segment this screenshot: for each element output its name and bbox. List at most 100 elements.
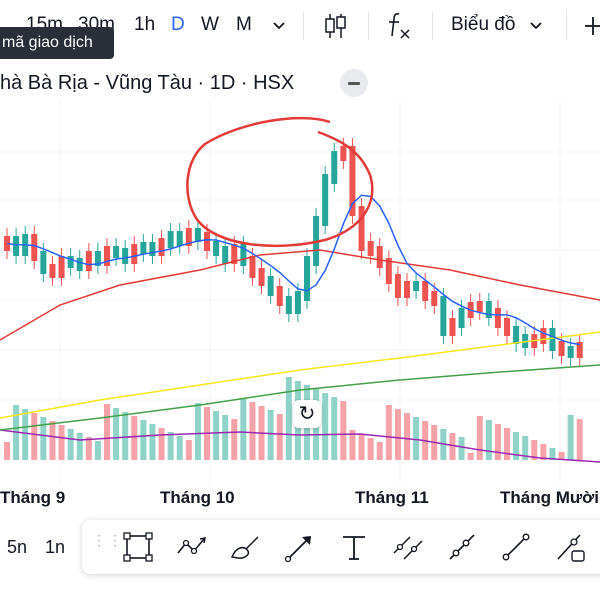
candle <box>222 246 229 264</box>
candle <box>49 264 56 278</box>
ray-icon[interactable] <box>444 529 480 565</box>
annotation-circle <box>186 116 374 248</box>
candle <box>476 301 483 312</box>
candle <box>385 258 392 284</box>
volume-bar <box>231 419 238 460</box>
volume-bar <box>558 452 565 460</box>
volume-bar <box>240 398 247 460</box>
volume-bar <box>331 397 338 460</box>
add-icon[interactable] <box>585 15 600 37</box>
candle <box>122 248 129 264</box>
candle <box>213 241 220 256</box>
ma-red-line <box>0 249 600 341</box>
candle <box>394 274 401 298</box>
candle <box>85 251 92 271</box>
interval-1n[interactable]: 1n <box>45 537 66 557</box>
candle <box>349 146 356 216</box>
candle <box>94 251 101 266</box>
arrow-tool-icon[interactable] <box>282 529 318 565</box>
volume-bar <box>76 433 83 460</box>
reset-icon[interactable]: ↻ <box>293 400 321 428</box>
volume-bar <box>149 424 156 460</box>
volume-bar <box>367 438 374 460</box>
indicators-fx-icon[interactable] <box>385 10 413 42</box>
candle <box>494 308 501 328</box>
candles-icon[interactable] <box>322 12 348 40</box>
candle <box>549 328 556 351</box>
candle <box>231 244 238 264</box>
candle <box>449 318 456 336</box>
divider <box>368 12 369 40</box>
divider <box>566 12 567 40</box>
parallel-channel-icon[interactable] <box>390 529 426 565</box>
chevron-down-icon[interactable] <box>271 20 287 32</box>
drag-handle[interactable]: ⋮⋮ <box>92 532 124 548</box>
candle <box>294 291 301 314</box>
timeframe-w[interactable]: W <box>201 14 219 35</box>
volume-bar <box>267 410 274 460</box>
symbol-title: hà Bà Rịa - Vũng Tàu · 1D · HSX <box>0 72 295 94</box>
volume-bar <box>504 428 510 460</box>
candle <box>167 231 174 248</box>
candle <box>13 236 20 256</box>
candle <box>240 244 247 266</box>
bottom-bar: 5n 1n ⋮⋮ <box>0 518 600 600</box>
x-axis-label: Tháng 9 <box>0 488 66 507</box>
path-tool-icon[interactable] <box>174 529 210 565</box>
volume-bar <box>449 433 456 460</box>
volume-bar <box>249 402 256 460</box>
rectangle-tool-icon[interactable] <box>120 529 156 565</box>
volume-bar <box>67 429 74 460</box>
volume-bar <box>131 416 138 460</box>
candle <box>331 151 338 184</box>
timeframe-1h[interactable]: 1h <box>134 14 156 35</box>
trendline-icon[interactable] <box>498 529 534 565</box>
collapse-legend-button[interactable] <box>340 69 368 97</box>
volume-bar <box>576 419 583 460</box>
volume-ma-line <box>0 429 600 463</box>
timeframe-d[interactable]: D <box>171 14 185 35</box>
volume-bar <box>185 440 192 460</box>
chevron-down-icon[interactable] <box>528 20 544 32</box>
x-axis-label: Tháng 10 <box>160 488 235 507</box>
candle <box>513 326 520 344</box>
candle <box>40 251 47 274</box>
volume-bar <box>158 428 165 460</box>
interval-5n[interactable]: 5n <box>7 537 28 557</box>
volume-bar <box>140 420 147 460</box>
chart-type-dropdown[interactable]: Biểu đồ <box>451 14 516 35</box>
candle <box>258 268 265 286</box>
candle <box>204 232 210 251</box>
volume-bar <box>385 405 392 460</box>
candle <box>431 291 438 306</box>
volume-bar <box>58 425 65 460</box>
ma-blue-line <box>6 194 580 346</box>
divider <box>303 12 304 40</box>
candle <box>367 241 374 256</box>
volume-bar <box>222 415 229 460</box>
candle <box>322 174 329 226</box>
volume-bar <box>31 413 38 460</box>
volume-bar <box>94 441 101 460</box>
shape-tool-icon[interactable] <box>552 529 588 565</box>
volume-bar <box>413 417 420 460</box>
candle <box>422 281 429 301</box>
brush-tool-icon[interactable] <box>228 529 264 565</box>
candle <box>558 341 565 356</box>
candle <box>413 281 420 291</box>
candle <box>504 318 510 336</box>
volume-bar <box>394 409 401 460</box>
volume-bar <box>276 414 283 460</box>
volume-bar <box>213 411 220 460</box>
volume-bar <box>104 404 110 460</box>
timeframe-m[interactable]: M <box>236 14 252 35</box>
x-axis-label: Tháng 11 <box>355 488 429 507</box>
text-tool-icon[interactable] <box>336 529 372 565</box>
volume-bar <box>4 442 10 460</box>
volume-bar <box>49 421 56 460</box>
candle <box>376 246 383 268</box>
candle <box>194 228 201 242</box>
volume-bar <box>85 437 92 460</box>
ma-green-line <box>0 364 600 431</box>
candle <box>276 286 283 306</box>
